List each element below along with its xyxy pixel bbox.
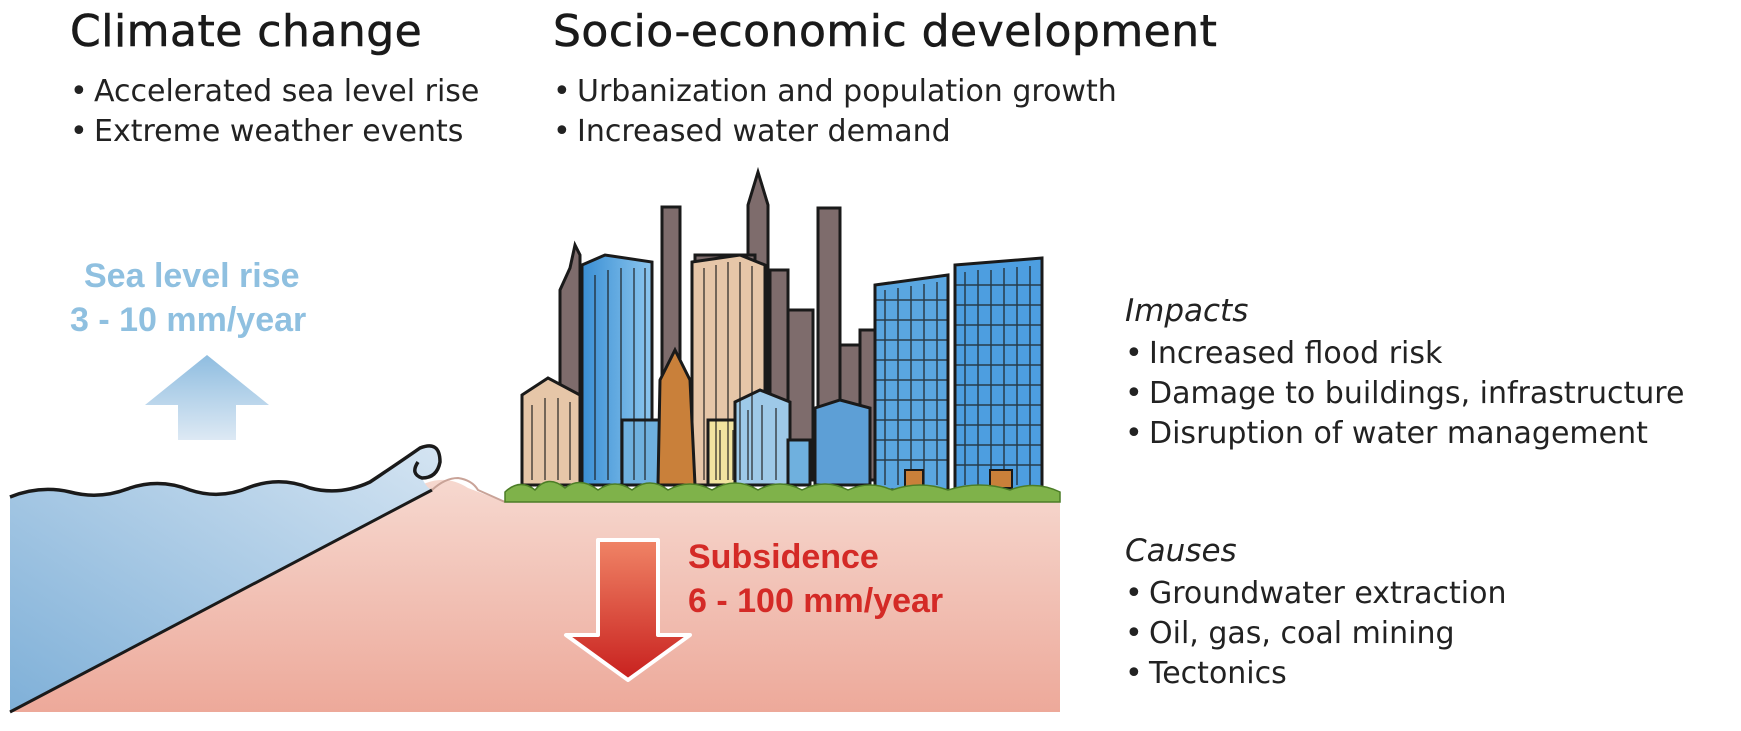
- list-item: Urbanization and population growth: [553, 72, 1117, 112]
- list-item: Increased flood risk: [1125, 334, 1684, 374]
- subsidence-title: Subsidence: [688, 538, 879, 576]
- list-item: Increased water demand: [553, 112, 1117, 152]
- subsidence-rate: 6 - 100 mm/year: [688, 582, 944, 620]
- causes-list: Groundwater extraction Oil, gas, coal mi…: [1125, 574, 1506, 694]
- subsidence-label: Subsidence 6 - 100 mm/year: [688, 535, 943, 623]
- socio-economic-list: Urbanization and population growth Incre…: [553, 72, 1117, 152]
- sea-level-rise-rate: 3 - 10 mm/year: [70, 301, 307, 339]
- ground: [10, 479, 1060, 712]
- list-item: Groundwater extraction: [1125, 574, 1506, 614]
- list-item: Disruption of water management: [1125, 414, 1684, 454]
- grass-strip: [504, 480, 1061, 503]
- building-windows: [531, 262, 1042, 485]
- climate-change-heading: Climate change: [70, 6, 423, 57]
- list-item: Extreme weather events: [70, 112, 479, 152]
- sea-wave: [9, 444, 506, 714]
- impacts-list: Increased flood risk Damage to buildings…: [1125, 334, 1684, 454]
- list-item: Oil, gas, coal mining: [1125, 614, 1506, 654]
- down-arrow-icon: [564, 538, 692, 682]
- list-item: Tectonics: [1125, 654, 1506, 694]
- sea-level-rise-title: Sea level rise: [84, 257, 300, 295]
- causes-title: Causes: [1125, 533, 1237, 569]
- climate-change-list: Accelerated sea level rise Extreme weath…: [70, 72, 479, 152]
- up-arrow-icon: [145, 355, 269, 440]
- list-item: Damage to buildings, infrastructure: [1125, 374, 1684, 414]
- list-item: Accelerated sea level rise: [70, 72, 479, 112]
- sea-level-rise-label: Sea level rise 3 - 10 mm/year: [70, 254, 306, 342]
- impacts-title: Impacts: [1125, 293, 1249, 329]
- socio-economic-heading: Socio-economic development: [553, 6, 1218, 57]
- city-skyline: [520, 166, 1044, 492]
